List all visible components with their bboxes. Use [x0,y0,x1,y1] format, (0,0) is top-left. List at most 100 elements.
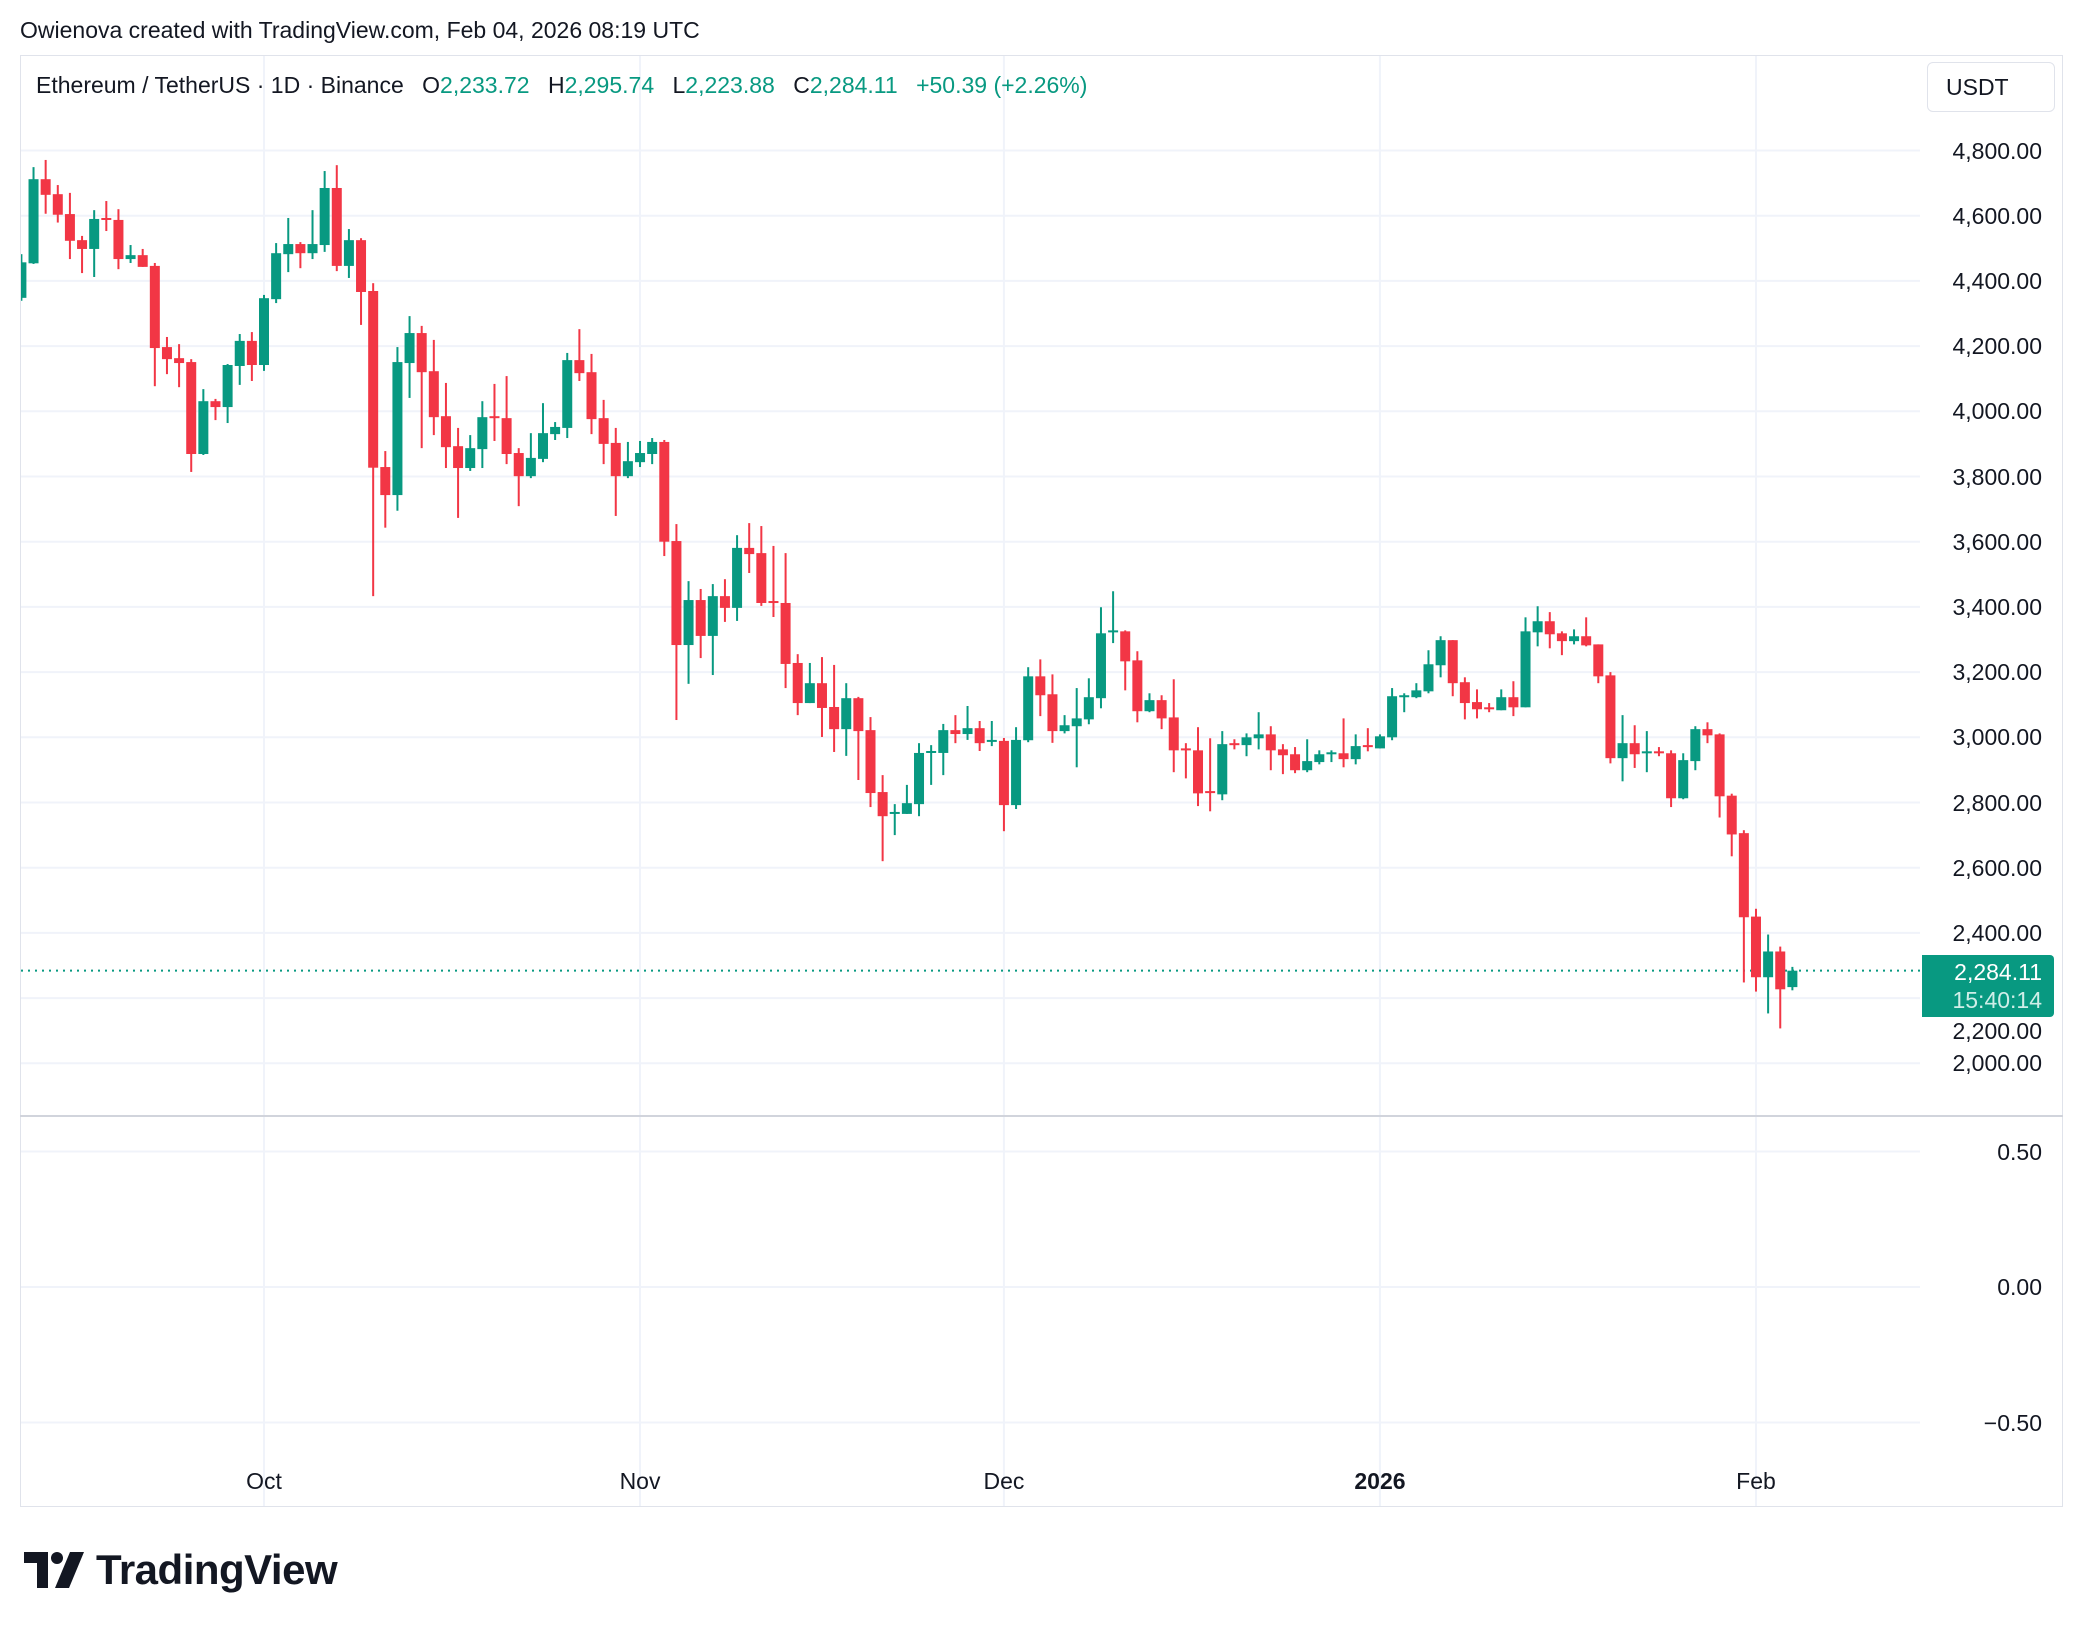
candle-body [1569,636,1580,642]
candle [64,192,75,260]
candle [877,775,888,862]
candle-body [901,803,912,814]
candle-body [1023,676,1034,741]
candle-body [889,811,900,814]
candle [683,581,694,684]
candle-body [89,218,100,249]
candle-body [489,416,500,419]
candle-body [756,553,767,603]
candle [125,245,136,263]
candle-body [707,596,718,636]
candle [562,352,573,439]
candle-wick [1209,738,1212,812]
candle [647,438,658,465]
candle [1666,750,1677,808]
candle-body [586,372,597,420]
candle [914,743,925,817]
candle-body [174,358,185,364]
candle-wick [299,242,302,269]
candle-body [1666,753,1677,799]
indicator-axis-label: 0.50 [1997,1138,2042,1165]
candle-wick [1063,715,1066,734]
last-price-value: 2,284.11 [1954,959,2042,985]
candle-body [1617,743,1628,759]
candle-body [1605,675,1616,759]
candle-wick [930,745,933,785]
candle-wick [214,398,217,421]
candle [1095,607,1106,709]
candle [440,382,451,469]
candle-body [647,441,658,455]
candle [404,316,415,398]
candle [501,376,512,465]
candle-body [1205,791,1216,794]
candle-body [938,730,949,753]
candle-body [1556,633,1567,642]
candle-body [1653,751,1664,754]
candle [865,717,876,808]
candle-wick [905,784,908,814]
candle [950,715,961,744]
open-value: 2,233.72 [440,72,530,98]
candle-wick [493,383,496,441]
candle-wick [893,804,896,836]
candle [1435,636,1446,678]
candle [1229,739,1240,750]
candle-body [428,371,439,418]
candle [1059,715,1070,734]
candle-body [1253,734,1264,739]
candle [234,334,245,385]
candle [1629,725,1640,768]
close-label: C [793,72,810,98]
currency-button[interactable]: USDT [1927,62,2055,112]
candle [622,441,633,479]
candle [1544,612,1555,649]
candle [210,398,221,421]
candle [246,332,257,381]
candle [77,235,88,274]
candle-body [271,253,282,300]
tradingview-logo-icon [24,1552,84,1588]
candle [489,383,500,441]
price-axis-label: 2,000.00 [1952,1050,2042,1077]
candle-body [1144,700,1155,712]
candle-body [40,179,51,195]
candle [1314,750,1325,765]
candle-wick [808,662,811,704]
candle-body [780,602,791,664]
candle [792,654,803,716]
candle [853,696,864,781]
candle [1047,674,1058,743]
last-price-label: 2,284.11 15:40:14 [1922,955,2054,1017]
candle [259,294,269,371]
symbol-title[interactable]: Ethereum / TetherUS · 1D · Binance [36,72,404,98]
candle-body [804,683,815,704]
candle-body [622,461,633,477]
candle [1750,908,1761,992]
candle [52,185,63,223]
candle-body [234,340,245,366]
candle-body [598,418,609,444]
candle [356,238,367,325]
candle-body [501,418,512,455]
candle-body [671,541,682,646]
price-axis-label: 3,000.00 [1952,724,2042,751]
candle-wick [1330,750,1333,763]
candle [841,683,852,756]
candle-body [962,728,973,735]
candle [695,588,706,659]
candle [1253,712,1264,750]
candle-wick [578,329,581,381]
candle-body [1459,682,1470,704]
candle [1472,689,1482,719]
tradingview-logo[interactable]: TradingView [24,1546,338,1594]
candle-body [1047,694,1058,732]
candle-wick [1342,718,1345,768]
candle-body [21,262,27,298]
candle [1132,651,1143,723]
candle [137,248,148,267]
candle [161,336,172,375]
candle [1690,726,1701,771]
tradingview-logo-text: TradingView [96,1546,338,1593]
